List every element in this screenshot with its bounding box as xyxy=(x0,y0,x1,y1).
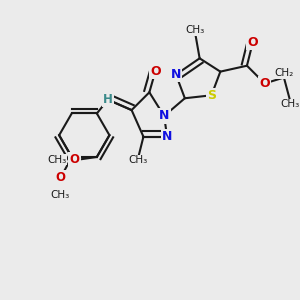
Text: CH₃: CH₃ xyxy=(280,99,299,109)
Text: CH₃: CH₃ xyxy=(50,190,70,200)
Text: CH₃: CH₃ xyxy=(186,25,205,35)
Text: N: N xyxy=(159,110,169,122)
Text: O: O xyxy=(260,77,270,90)
Text: N: N xyxy=(171,68,181,81)
Text: H: H xyxy=(103,93,113,106)
Text: O: O xyxy=(248,36,258,49)
Text: CH₃: CH₃ xyxy=(128,155,147,165)
Text: O: O xyxy=(70,153,80,167)
Text: N: N xyxy=(162,130,172,143)
Text: O: O xyxy=(55,171,65,184)
Text: CH₃: CH₃ xyxy=(47,155,67,165)
Text: O: O xyxy=(150,65,160,78)
Text: CH₂: CH₂ xyxy=(274,68,293,78)
Text: S: S xyxy=(207,89,216,102)
